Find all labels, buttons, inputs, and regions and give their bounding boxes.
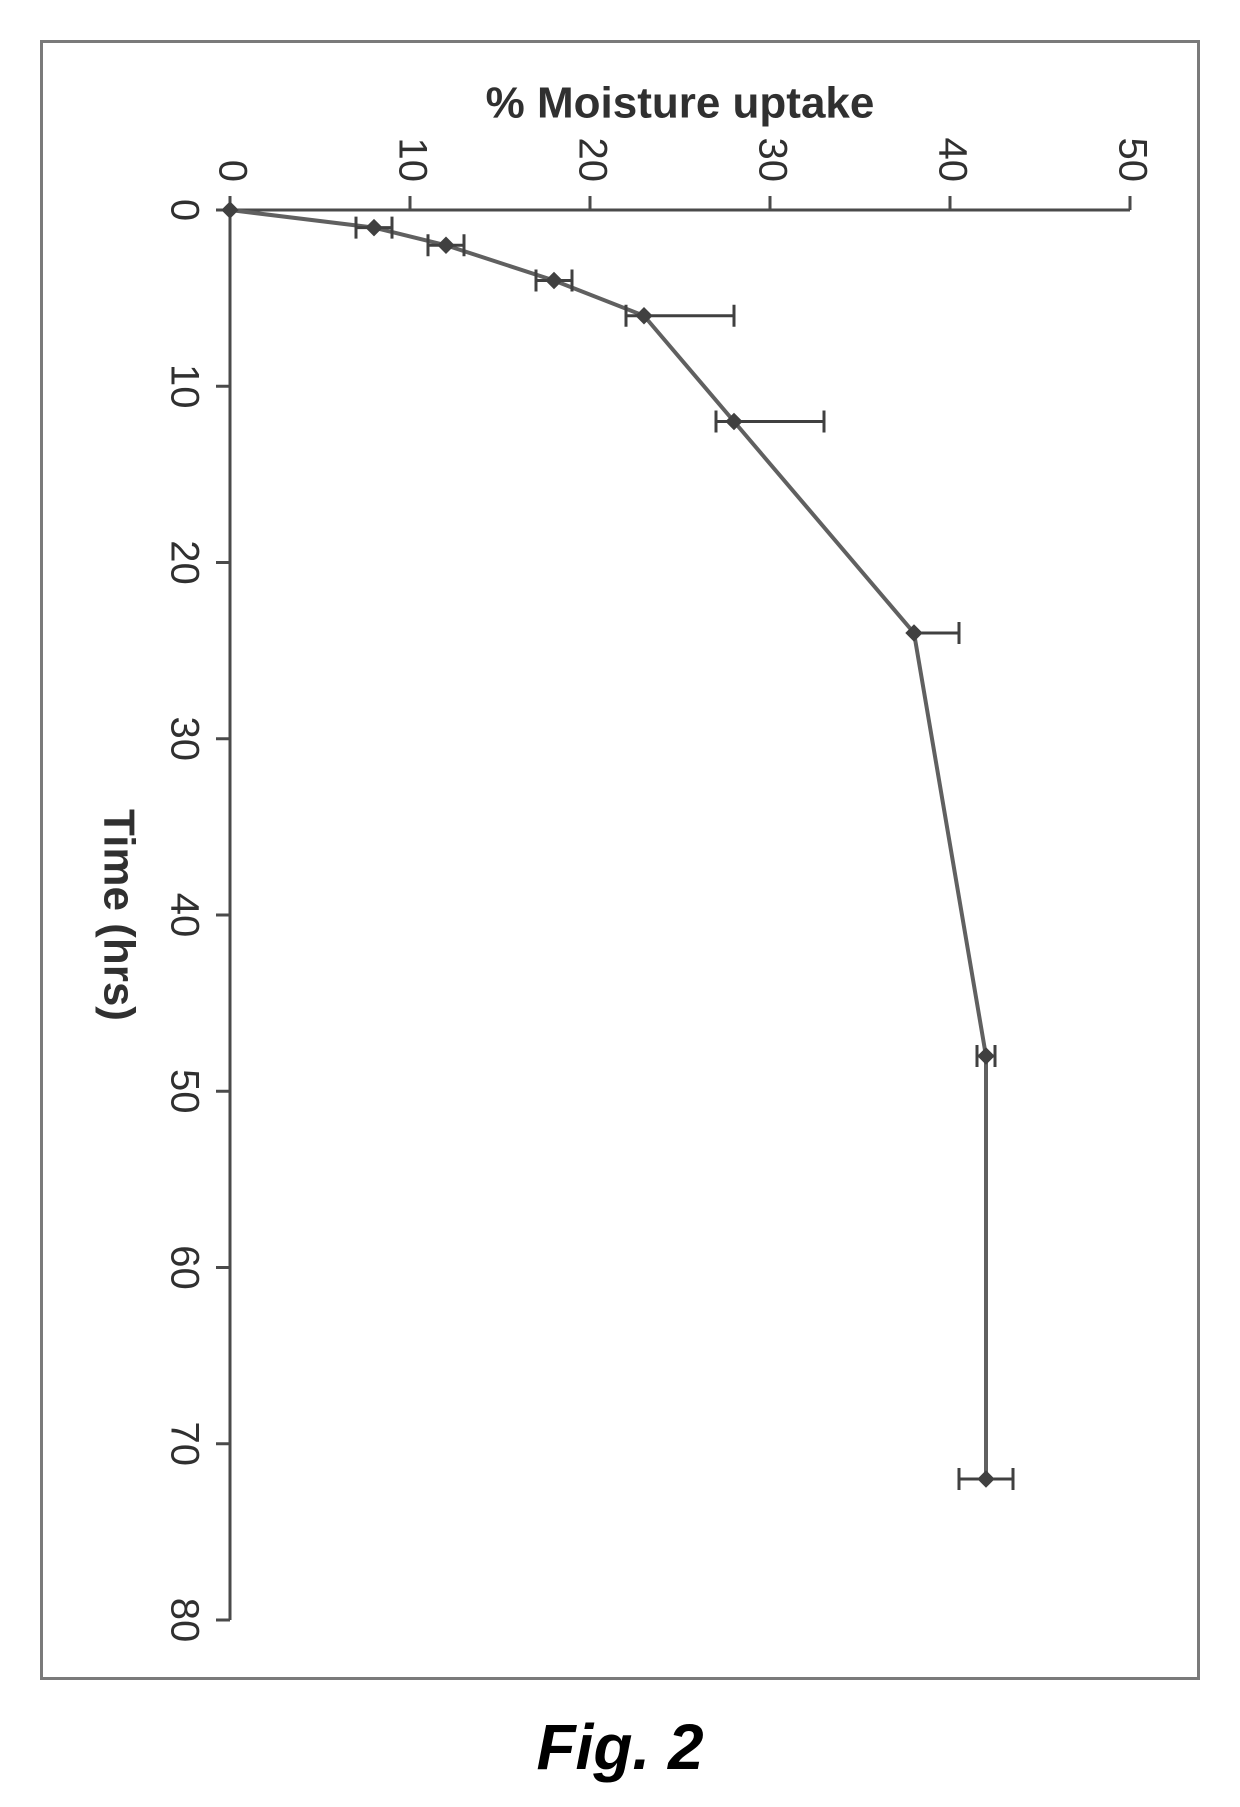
y-tick-label: 30 bbox=[750, 138, 794, 183]
figure-caption: Fig. 2 bbox=[0, 1710, 1240, 1784]
data-marker bbox=[366, 220, 382, 236]
y-tick-label: 10 bbox=[390, 138, 434, 183]
y-axis-label: % Moisture uptake bbox=[486, 79, 875, 128]
data-marker bbox=[546, 273, 562, 289]
chart-svg: 0 10 20 30 40 50 60 70 80 Time (hrs) 0 10 20 30 40 50 % … bbox=[0, 0, 1240, 1807]
x-tick-label: 20 bbox=[162, 540, 206, 585]
data-marker bbox=[978, 1048, 994, 1064]
x-tick-label: 10 bbox=[162, 364, 206, 409]
data-marker bbox=[978, 1471, 994, 1487]
data-marker bbox=[222, 202, 238, 218]
x-tick-label: 60 bbox=[162, 1245, 206, 1290]
data-marker bbox=[438, 237, 454, 253]
y-tick-label: 50 bbox=[1110, 138, 1154, 183]
y-tick-label: 0 bbox=[210, 160, 254, 182]
x-axis-label: Time (hrs) bbox=[94, 809, 143, 1021]
y-tick-label: 40 bbox=[930, 138, 974, 183]
x-tick-label: 50 bbox=[162, 1069, 206, 1114]
x-tick-label: 40 bbox=[162, 893, 206, 938]
x-tick-label: 70 bbox=[162, 1422, 206, 1467]
series-line bbox=[230, 210, 986, 1479]
x-tick-label: 80 bbox=[162, 1598, 206, 1643]
y-tick-label: 20 bbox=[570, 138, 614, 183]
x-tick-label: 0 bbox=[162, 199, 206, 221]
x-tick-label: 30 bbox=[162, 717, 206, 762]
